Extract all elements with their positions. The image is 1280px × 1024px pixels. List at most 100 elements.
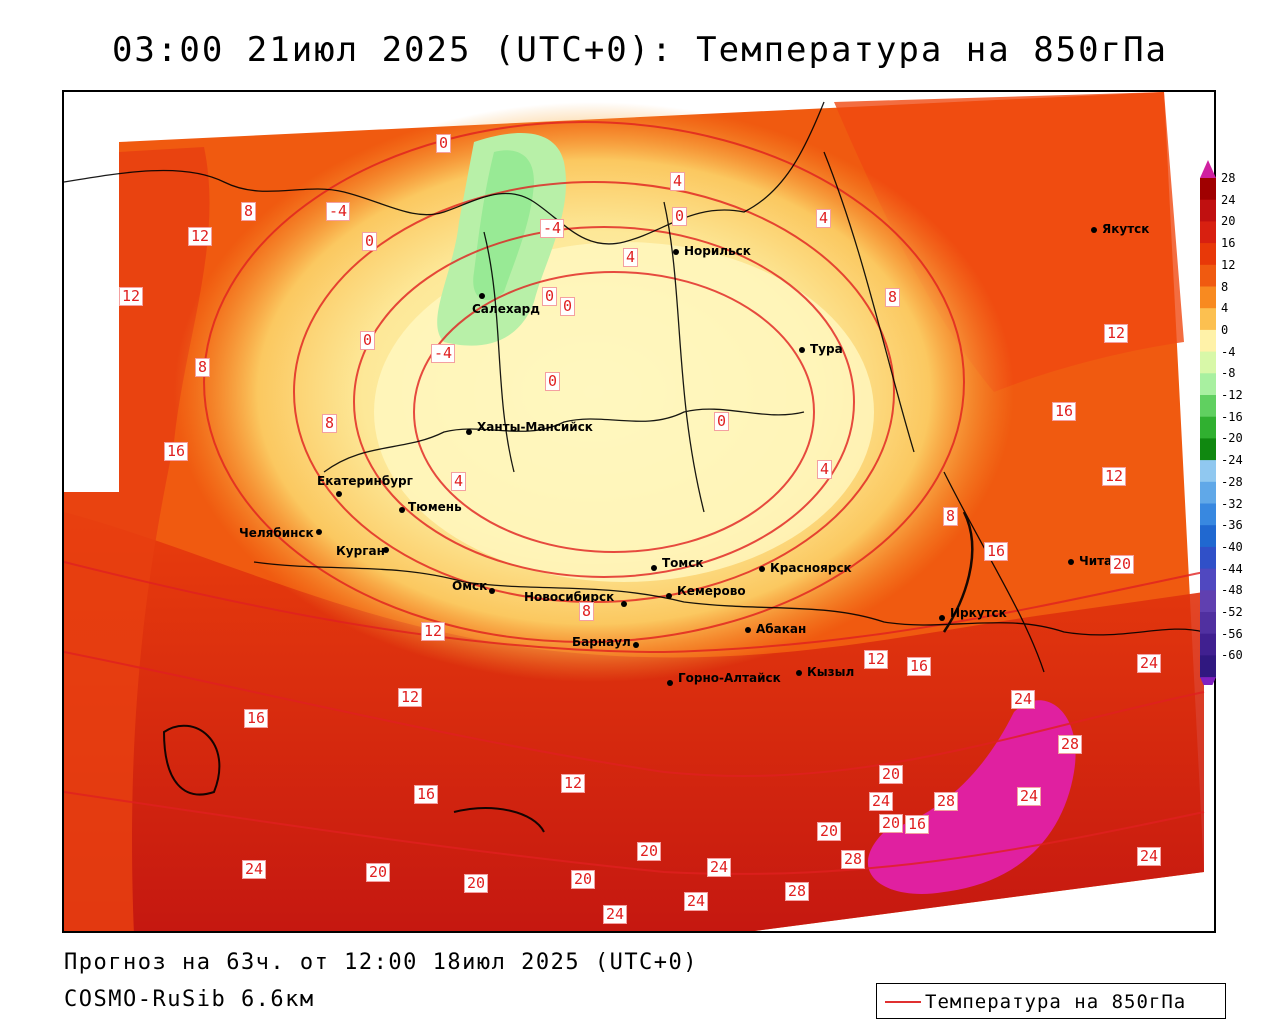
isotherm-label: 12 [561, 774, 586, 793]
isotherm-label: 16 [907, 657, 932, 676]
colorbar-tick-label: 24 [1221, 192, 1236, 207]
colorbar-swatch [1200, 178, 1216, 201]
isotherm-label: 8 [195, 358, 211, 377]
isotherm-label: 20 [637, 842, 662, 861]
city-marker [667, 680, 673, 686]
city-label: Кемерово [677, 584, 746, 598]
colorbar-swatch [1200, 546, 1216, 570]
city-marker [489, 588, 495, 594]
isotherm-label: 24 [603, 905, 628, 924]
colorbar-top-arrow [1200, 160, 1216, 178]
colorbar-swatch [1200, 373, 1216, 396]
city-marker [745, 627, 751, 633]
colorbar-tick-label: -20 [1221, 431, 1243, 446]
colorbar-swatch [1200, 199, 1216, 222]
isotherm-label: 16 [1052, 402, 1077, 421]
isotherm-label: 12 [1102, 467, 1127, 486]
isotherm-label: 8 [322, 414, 338, 433]
isotherm-label: -4 [540, 219, 565, 238]
colorbar-tick-label: -16 [1221, 409, 1243, 424]
city-label: Красноярск [770, 561, 852, 575]
isotherm-label: 4 [816, 209, 832, 228]
isotherm-label: 24 [1137, 654, 1162, 673]
borders [64, 101, 1205, 833]
colorbar-swatch [1200, 438, 1216, 461]
isotherm-label: 12 [188, 227, 213, 246]
city-label: Тюмень [408, 500, 462, 514]
colorbar-tick-label: 4 [1221, 301, 1229, 316]
city-label: Якутск [1102, 222, 1150, 236]
city-label: Салехард [472, 302, 540, 316]
isotherm-label: 16 [984, 542, 1009, 561]
isotherm-label: 4 [817, 460, 833, 479]
colorbar-tick-label: 16 [1221, 236, 1236, 251]
colorbar-bottom-arrow [1200, 677, 1216, 685]
colorbar-tick-label: -56 [1221, 626, 1243, 641]
city-label: Тура [810, 342, 843, 356]
isotherm-label: 12 [1104, 324, 1129, 343]
isotherm-label: -4 [431, 344, 456, 363]
city-label: Абакан [756, 622, 807, 636]
isotherm-label: 8 [241, 202, 257, 221]
colorbar-tick-label: -48 [1221, 583, 1243, 598]
colorbar-tick-label: 20 [1221, 214, 1236, 229]
city-marker [1091, 227, 1097, 233]
model-text: COSMO-RuSib 6.6км [64, 987, 315, 1012]
legend-label: Температура на 850гПа [925, 991, 1187, 1013]
city-label: Чита [1079, 554, 1113, 568]
isotherm-label: 20 [366, 863, 391, 882]
isotherm-label: 0 [436, 134, 452, 153]
colorbar-tick-label: 28 [1221, 171, 1236, 185]
colorbar-tick-label: -12 [1221, 388, 1243, 402]
isotherm-label: 16 [905, 815, 930, 834]
colorbar-tick-label: -52 [1221, 605, 1243, 619]
city-marker [383, 547, 389, 553]
isotherm-label: 28 [785, 882, 810, 901]
colorbar [1200, 160, 1216, 685]
city-label: Омск [452, 579, 488, 593]
colorbar-tick-label: -8 [1221, 366, 1236, 381]
isotherm-label: 0 [542, 287, 558, 306]
isotherm-label: 16 [164, 442, 189, 461]
map-title: 03:00 21июл 2025 (UTC+0): Температура на… [111, 30, 1169, 70]
city-marker [336, 491, 342, 497]
temperature-map[interactable]: Якутск Норильск Салехард Тура Ханты-Мансийск… [62, 90, 1216, 933]
colorbar-swatch [1200, 460, 1216, 483]
isotherm-label: 24 [1017, 787, 1042, 806]
isotherm-label: 12 [398, 688, 423, 707]
colorbar-tick-label: -36 [1221, 518, 1243, 533]
colorbar-swatch [1200, 308, 1216, 331]
colorbar-swatch [1200, 243, 1216, 266]
city-label: Норильск [684, 244, 751, 258]
city-label: Курган [336, 544, 385, 558]
isotherm-label: 12 [421, 622, 446, 641]
colorbar-swatch [1200, 395, 1216, 418]
isotherm-label: 0 [545, 372, 561, 391]
city-marker [651, 565, 657, 571]
isotherm-label: 24 [707, 858, 732, 877]
city-marker [759, 566, 765, 572]
west-warm [64, 147, 210, 931]
isotherm-label: 20 [1110, 555, 1135, 574]
isotherm-label: 20 [571, 870, 596, 889]
city-label: Челябинск [239, 526, 314, 540]
colorbar-tick-label: -4 [1221, 344, 1236, 359]
colorbar-tick-label: 12 [1221, 257, 1236, 272]
colorbar-tick-label: 8 [1221, 279, 1229, 294]
city-marker [799, 347, 805, 353]
isotherm-label: 28 [841, 850, 866, 869]
city-label: Ханты-Мансийск [477, 420, 593, 434]
colorbar-swatch [1200, 525, 1216, 548]
isotherm-label: 24 [242, 860, 267, 879]
hot-core [867, 700, 1076, 894]
colorbar-swatch [1200, 633, 1216, 656]
legend-box: Температура на 850гПа [876, 983, 1226, 1019]
isotherm-label: 0 [360, 331, 376, 350]
city-marker [399, 507, 405, 513]
isotherm-label: -4 [326, 202, 351, 221]
isotherm-label: 8 [579, 602, 595, 621]
isotherm-label: 24 [1137, 847, 1162, 866]
colorbar-swatch [1200, 221, 1216, 244]
city-label: Томск [662, 556, 704, 570]
forecast-text: Прогноз на 63ч. от 12:00 18июл 2025 (UTC… [64, 950, 699, 975]
